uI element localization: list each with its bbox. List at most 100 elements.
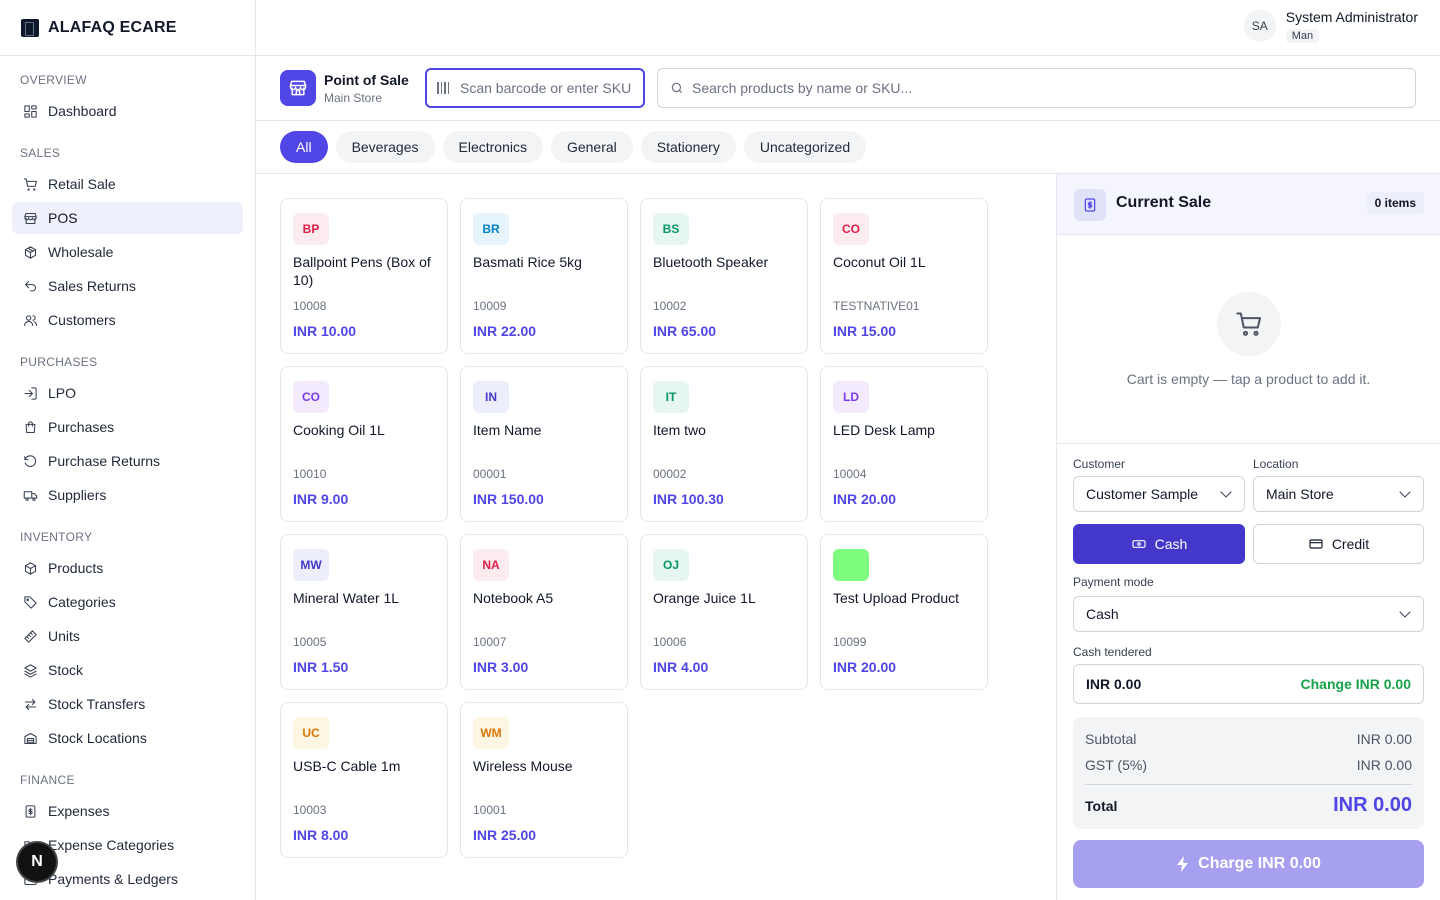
nav-section-title: OVERVIEW — [20, 73, 87, 87]
nav-gap — [12, 756, 243, 772]
product-card[interactable]: OJ Orange Juice 1L 10006 INR 4.00 — [640, 534, 808, 690]
sidebar-item-expenses[interactable]: Expenses — [12, 795, 243, 827]
product-initials-badge: CO — [833, 213, 869, 245]
search-input[interactable] — [692, 80, 1392, 96]
tab-all[interactable]: All — [280, 131, 328, 163]
sidebar-item-retail-sale[interactable]: Retail Sale — [12, 168, 243, 200]
sidebar-item-purchases[interactable]: Purchases — [12, 411, 243, 443]
product-card[interactable]: WM Wireless Mouse 10001 INR 25.00 — [460, 702, 628, 858]
sidebar-item-label: Customers — [48, 312, 116, 328]
location-select-value: Main Store — [1266, 486, 1334, 502]
users-icon — [22, 312, 38, 328]
product-card[interactable]: CO Cooking Oil 1L 10010 INR 9.00 — [280, 366, 448, 522]
sidebar-item-customers[interactable]: Customers — [12, 304, 243, 336]
sidebar-item-units[interactable]: Units — [12, 620, 243, 652]
product-search-field[interactable] — [657, 68, 1416, 108]
category-tabs: All Beverages Electronics General Stationery… — [256, 121, 1440, 174]
sidebar-item-stock[interactable]: Stock — [12, 654, 243, 686]
product-name: Wireless Mouse — [473, 758, 573, 774]
tab-electronics[interactable]: Electronics — [442, 131, 543, 163]
tab-beverages[interactable]: Beverages — [335, 131, 435, 163]
brand[interactable]: ALAFAQ ECARE — [0, 0, 255, 56]
user-menu[interactable]: SA System Administrator Man — [1243, 9, 1418, 43]
cash-button[interactable]: Cash — [1073, 524, 1245, 564]
product-sku: 10004 — [833, 467, 867, 481]
cart-icon — [22, 176, 38, 192]
user-role-badge: Man — [1285, 29, 1320, 43]
cash-button-label: Cash — [1154, 536, 1188, 552]
product-name: LED Desk Lamp — [833, 422, 935, 438]
credit-button[interactable]: Credit — [1253, 524, 1424, 564]
subtotal-row: Subtotal INR 0.00 — [1085, 726, 1412, 752]
charge-button[interactable]: Charge INR 0.00 — [1073, 840, 1424, 888]
product-price: INR 15.00 — [833, 323, 897, 339]
product-card[interactable]: IN Item Name 00001 INR 150.00 — [460, 366, 628, 522]
customer-label: Customer — [1073, 457, 1126, 471]
nav-section-title: PURCHASES — [20, 355, 98, 369]
product-card[interactable]: BS Bluetooth Speaker 10002 INR 65.00 — [640, 198, 808, 354]
product-price: INR 8.00 — [293, 827, 349, 843]
store-icon — [22, 210, 38, 226]
tab-stationery[interactable]: Stationery — [640, 131, 736, 163]
product-card[interactable]: BR Basmati Rice 5kg 10009 INR 22.00 — [460, 198, 628, 354]
sidebar-item-dashboard[interactable]: Dashboard — [12, 95, 243, 127]
product-card[interactable]: IT Item two 00002 INR 100.30 — [640, 366, 808, 522]
location-select[interactable]: Main Store — [1253, 476, 1424, 512]
product-card[interactable]: LD LED Desk Lamp 10004 INR 20.00 — [820, 366, 988, 522]
product-initials-badge: UC — [293, 717, 329, 749]
barcode-icon — [437, 82, 451, 94]
sidebar: ALAFAQ ECARE OVERVIEW Dashboard SALES Retai… — [0, 0, 256, 900]
next-dev-indicator-button[interactable]: N — [18, 843, 56, 881]
chevron-down-icon — [1220, 486, 1232, 498]
product-name: Test Upload Product — [833, 590, 960, 606]
sidebar-item-suppliers[interactable]: Suppliers — [12, 479, 243, 511]
barcode-field[interactable] — [425, 68, 645, 108]
product-name: USB-C Cable 1m — [293, 758, 401, 774]
sidebar-item-stock-locations[interactable]: Stock Locations — [12, 722, 243, 754]
receipt-icon — [22, 803, 38, 819]
subtotal-value: INR 0.00 — [1356, 731, 1412, 747]
barcode-input[interactable] — [460, 80, 640, 96]
sidebar-item-sales-returns[interactable]: Sales Returns — [12, 270, 243, 302]
chevron-down-icon — [1399, 606, 1411, 618]
product-card[interactable]: BP Ballpoint Pens (Box of 10) 10008 INR 10.… — [280, 198, 448, 354]
product-card[interactable]: Test Upload Product 10099 INR 20.00 — [820, 534, 988, 690]
current-sale-panel: Current Sale 0 items Cart is empty — tap… — [1056, 174, 1440, 900]
banknote-icon — [1132, 540, 1146, 548]
product-price: INR 3.00 — [473, 659, 529, 675]
sidebar-item-lpo[interactable]: LPO — [12, 377, 243, 409]
product-card[interactable]: CO Coconut Oil 1L TESTNATIVE01 INR 15.00 — [820, 198, 988, 354]
product-initials-badge: IT — [653, 381, 689, 413]
total-label: Total — [1085, 797, 1118, 814]
total-value: INR 0.00 — [1333, 794, 1412, 816]
nav-gap — [12, 338, 243, 354]
sidebar-item-products[interactable]: Products — [12, 552, 243, 584]
sidebar-nav: OVERVIEW Dashboard SALES Retail Sale POS Whol… — [0, 56, 255, 895]
customer-select[interactable]: Customer Sample — [1073, 476, 1245, 512]
avatar[interactable]: SA — [1243, 10, 1276, 42]
product-price: INR 150.00 — [473, 491, 544, 507]
product-sku: TESTNATIVE01 — [833, 299, 920, 313]
product-grid: BP Ballpoint Pens (Box of 10) 10008 INR 10.… — [280, 198, 1000, 858]
sidebar-item-wholesale[interactable]: Wholesale — [12, 236, 243, 268]
sidebar-item-purchase-returns[interactable]: Purchase Returns — [12, 445, 243, 477]
product-name: Bluetooth Speaker — [653, 254, 769, 270]
product-price: INR 4.00 — [653, 659, 709, 675]
tab-uncategorized[interactable]: Uncategorized — [743, 131, 867, 163]
package-icon — [22, 244, 38, 260]
sidebar-item-pos[interactable]: POS — [12, 202, 243, 234]
product-initials-badge: OJ — [653, 549, 689, 581]
product-card[interactable]: NA Notebook A5 10007 INR 3.00 — [460, 534, 628, 690]
product-card[interactable]: MW Mineral Water 1L 10005 INR 1.50 — [280, 534, 448, 690]
gst-row: GST (5%) INR 0.00 — [1085, 752, 1412, 778]
tab-general[interactable]: General — [550, 131, 633, 163]
product-name: Orange Juice 1L — [653, 590, 756, 606]
product-card[interactable]: UC USB-C Cable 1m 10003 INR 8.00 — [280, 702, 448, 858]
sidebar-item-categories[interactable]: Categories — [12, 586, 243, 618]
sidebar-item-stock-transfers[interactable]: Stock Transfers — [12, 688, 243, 720]
product-sku: 10099 — [833, 635, 867, 649]
store-icon — [280, 70, 316, 106]
payment-mode-select[interactable]: Cash — [1073, 596, 1424, 632]
tag-icon — [22, 594, 38, 610]
cash-tendered-input[interactable]: INR 0.00 Change INR 0.00 — [1073, 664, 1424, 704]
